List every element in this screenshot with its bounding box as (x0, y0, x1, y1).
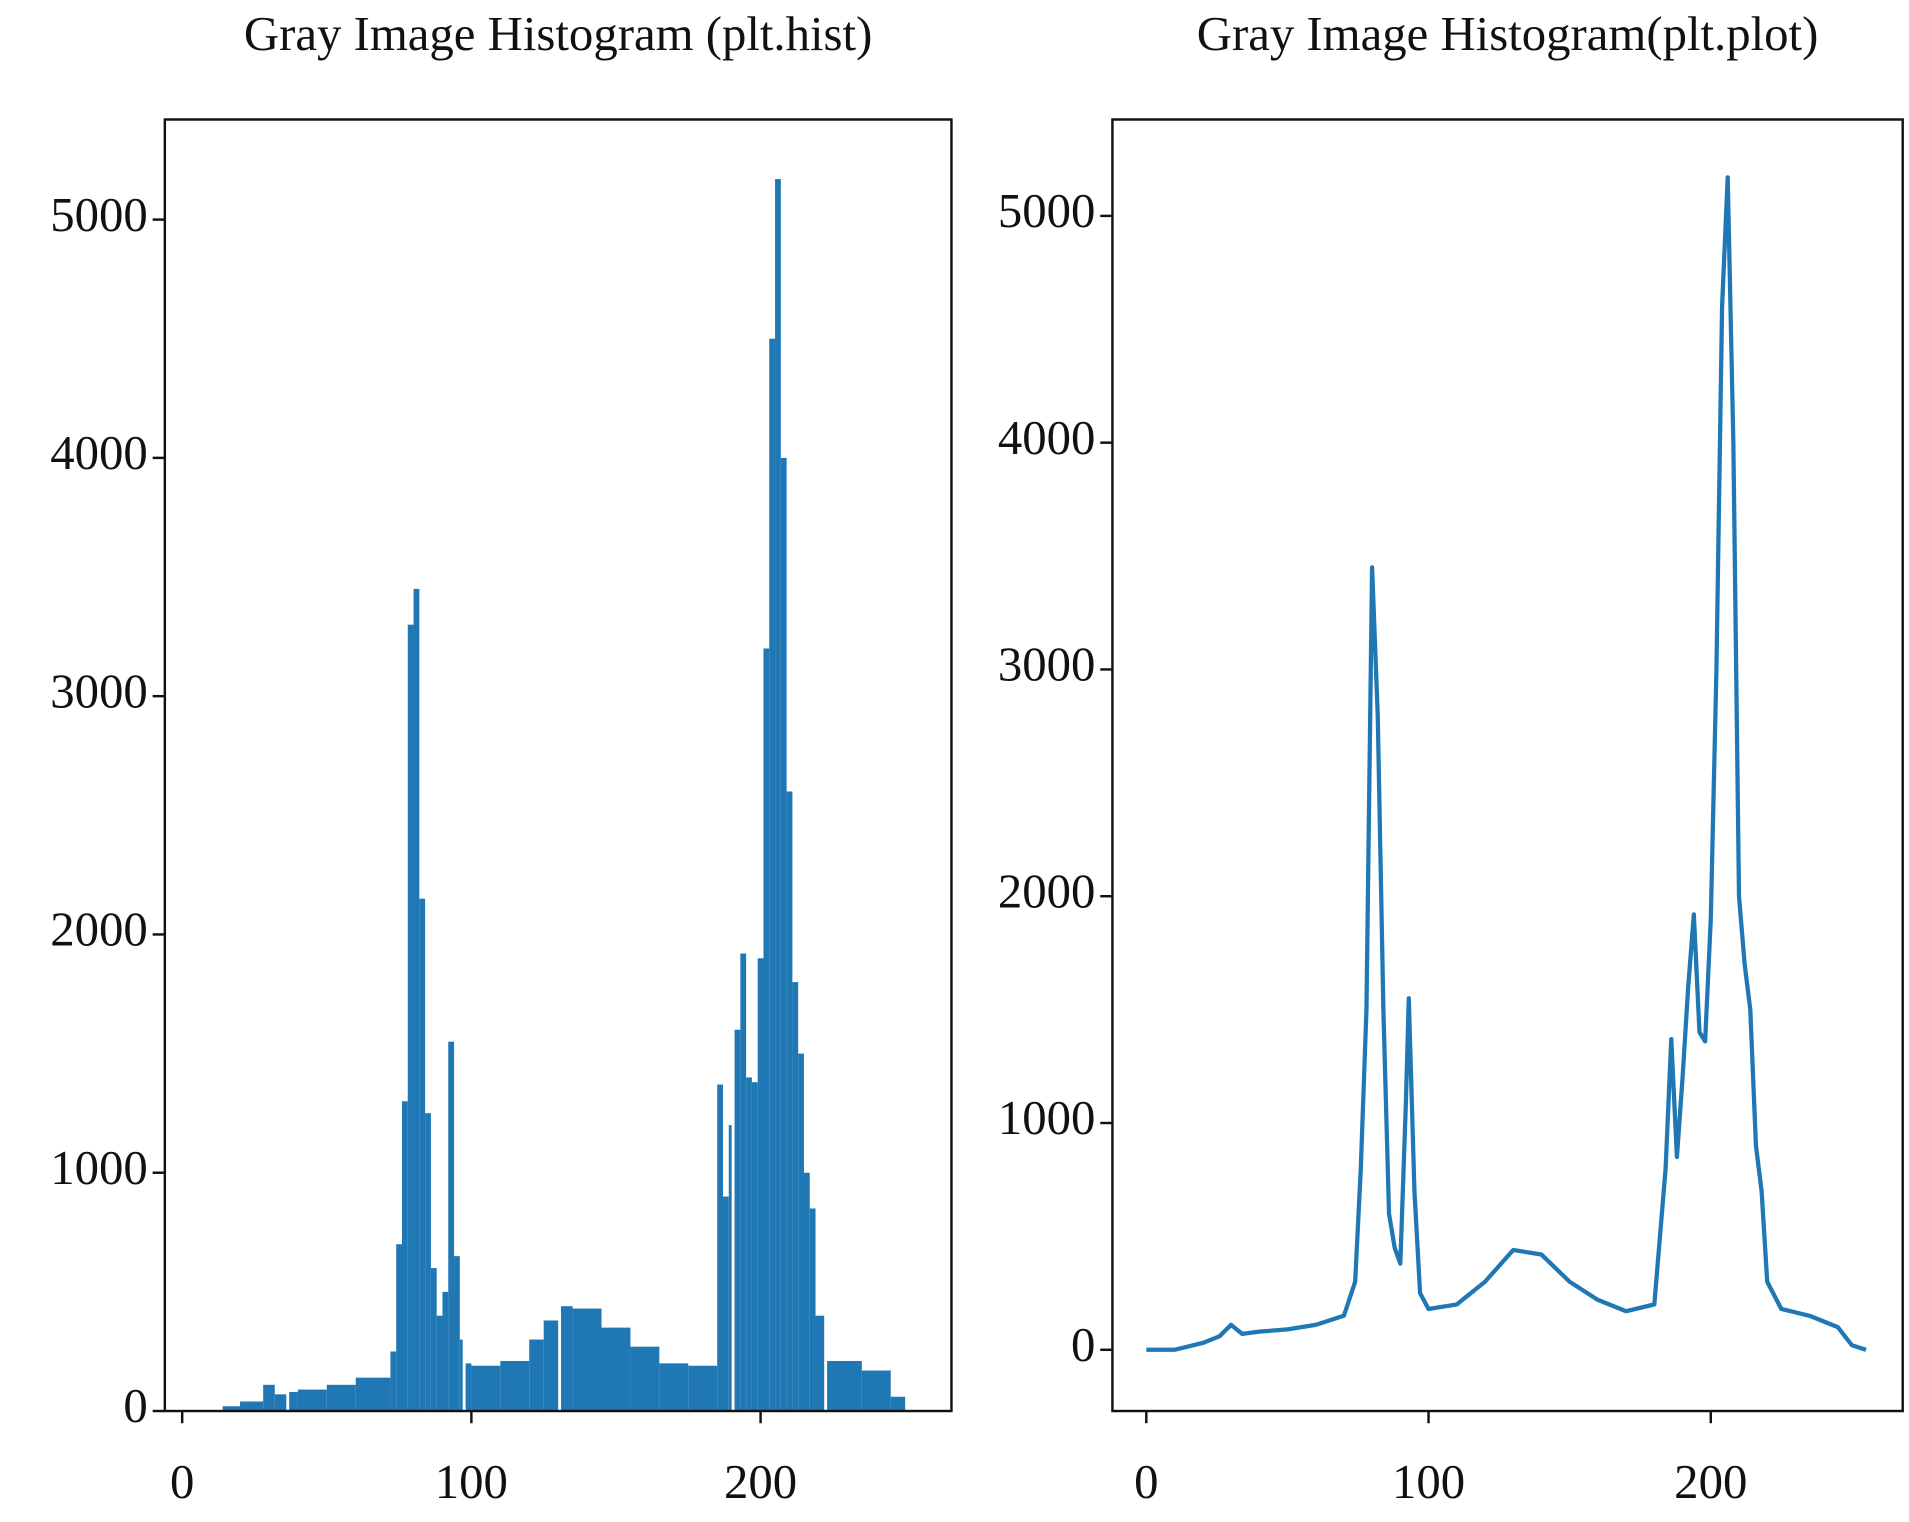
bar (798, 1053, 804, 1412)
x-tick-label: 200 (1674, 1455, 1747, 1509)
bar (297, 1389, 327, 1412)
bar (263, 1384, 275, 1412)
bar (543, 1320, 559, 1412)
bar (430, 1268, 437, 1412)
bar (751, 1082, 758, 1412)
bar (630, 1346, 660, 1412)
bar (471, 1365, 501, 1412)
bar (786, 791, 793, 1412)
y-tick-label: 1000 (50, 1141, 148, 1195)
bar (827, 1360, 862, 1412)
bar (401, 1101, 408, 1412)
bar (459, 1339, 463, 1412)
y-tick-label: 5000 (998, 184, 1096, 238)
y-tick-label: 5000 (50, 188, 148, 242)
y-tick-label: 0 (123, 1379, 147, 1433)
bar (815, 1315, 825, 1412)
y-tick-label: 0 (1071, 1318, 1095, 1372)
bar (572, 1308, 602, 1412)
chart-title: Gray Image Histogram(plt.plot) (1197, 7, 1819, 61)
bar (803, 1172, 810, 1412)
x-tick-label: 200 (724, 1455, 797, 1509)
bar (734, 1029, 741, 1412)
bar (775, 179, 781, 1412)
bar (688, 1365, 718, 1412)
bar (390, 1351, 397, 1412)
bar (326, 1384, 356, 1412)
bar (769, 338, 776, 1412)
bar (861, 1370, 891, 1412)
bar (425, 1113, 431, 1412)
bar (222, 1406, 241, 1412)
bar (407, 624, 414, 1412)
bar (746, 1077, 752, 1412)
bar (448, 1041, 455, 1412)
y-tick-label: 2000 (50, 903, 148, 957)
bar (740, 953, 747, 1412)
line (1146, 175, 1867, 1352)
bar (890, 1396, 906, 1412)
bar (454, 1256, 460, 1412)
bar (717, 1084, 723, 1412)
bar (289, 1391, 298, 1412)
plot-frame (1111, 118, 1904, 1413)
bar (601, 1327, 631, 1412)
y-tick-label: 1000 (998, 1091, 1096, 1145)
bar (722, 1196, 729, 1412)
bar (500, 1360, 530, 1412)
bar (529, 1339, 544, 1412)
y-tick-label: 4000 (50, 426, 148, 480)
y-tick-label: 4000 (998, 411, 1096, 465)
bar (757, 958, 764, 1412)
bar (274, 1394, 287, 1412)
x-tick-label: 100 (435, 1455, 508, 1509)
y-tick-label: 3000 (998, 638, 1096, 692)
y-tick-label: 2000 (998, 864, 1096, 918)
bar (561, 1306, 573, 1412)
bar (442, 1291, 449, 1412)
plot-frame (163, 118, 953, 1413)
x-tick-label: 0 (1134, 1455, 1158, 1509)
bar (780, 457, 787, 1412)
x-tick-label: 100 (1392, 1455, 1465, 1509)
bar (763, 648, 770, 1412)
bar (659, 1363, 689, 1412)
bar (465, 1363, 472, 1412)
x-tick-label: 0 (170, 1455, 194, 1509)
chart-title: Gray Image Histogram (plt.hist) (244, 7, 872, 61)
y-tick-label: 3000 (50, 664, 148, 718)
bar (436, 1315, 443, 1412)
bar (240, 1401, 264, 1412)
bar (355, 1377, 391, 1412)
bar (792, 982, 799, 1412)
bar (809, 1208, 816, 1412)
bar (413, 588, 420, 1412)
bar (728, 1125, 732, 1412)
bar (396, 1244, 402, 1412)
bar (419, 898, 426, 1412)
